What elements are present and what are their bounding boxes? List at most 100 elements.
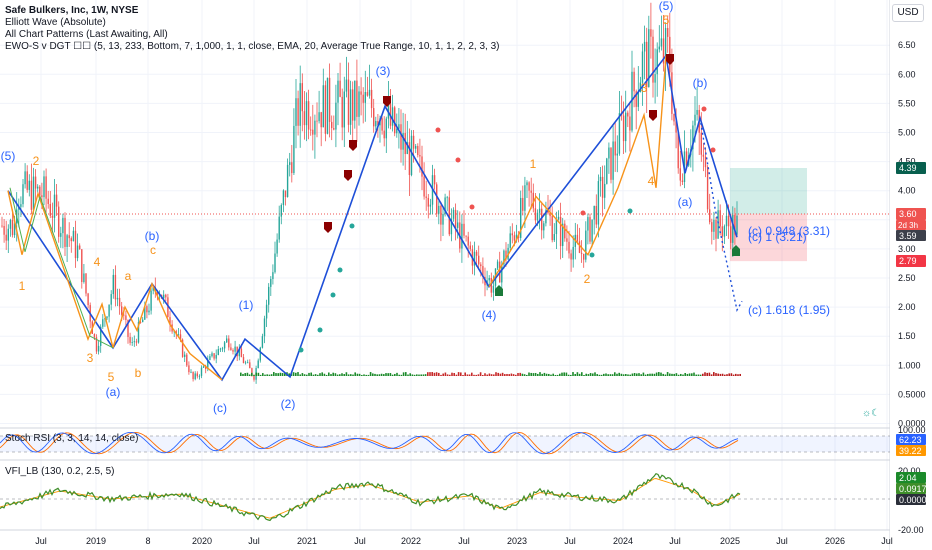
ewo-bar bbox=[308, 372, 310, 376]
ewo-bar bbox=[636, 373, 638, 376]
currency-button[interactable]: USD bbox=[892, 4, 924, 22]
ewo-bar bbox=[347, 374, 350, 376]
ewo-bar bbox=[475, 374, 477, 376]
candle-body bbox=[207, 359, 209, 369]
candle-body bbox=[72, 230, 75, 242]
signal-dot bbox=[589, 252, 595, 258]
ewo-bar bbox=[682, 374, 684, 376]
bearish-marker bbox=[324, 222, 332, 233]
vfi-label[interactable]: VFI_LB (130, 0.2, 2.5, 5) bbox=[5, 466, 115, 477]
ewo-bar bbox=[339, 374, 341, 376]
ewo-bar bbox=[479, 372, 482, 376]
candle-body bbox=[664, 28, 667, 64]
ewo-bar bbox=[642, 372, 645, 376]
indicator-chart-patterns[interactable]: All Chart Patterns (Last Awaiting, All) bbox=[5, 29, 168, 40]
candle-body bbox=[104, 318, 106, 320]
candle-body bbox=[480, 264, 482, 267]
indicator-ewo[interactable]: EWO-S v DGT ☐☐ (5, 13, 233, Bottom, 7, 1… bbox=[5, 41, 500, 52]
ewo-bar bbox=[655, 372, 658, 376]
candle-body bbox=[448, 197, 450, 235]
ewo-bar bbox=[398, 374, 400, 376]
candle-body bbox=[324, 85, 327, 134]
ewo-bar bbox=[691, 373, 693, 376]
ewo-bar bbox=[255, 372, 257, 376]
ewo-bar bbox=[693, 372, 695, 376]
ewo-bar bbox=[554, 374, 557, 376]
candle-body bbox=[383, 130, 385, 139]
ewo-bar bbox=[517, 372, 519, 376]
ewo-bar bbox=[358, 373, 361, 376]
candle-body bbox=[562, 223, 564, 247]
candle-body bbox=[436, 184, 438, 214]
candle-body bbox=[60, 233, 62, 237]
ewo-bar bbox=[427, 372, 429, 376]
bearish-marker bbox=[666, 54, 674, 65]
candle-body bbox=[719, 210, 721, 227]
candle-body bbox=[478, 255, 480, 265]
candle-body bbox=[240, 348, 243, 358]
candle-body bbox=[37, 186, 39, 189]
candle-body bbox=[47, 198, 49, 204]
candle-body bbox=[28, 180, 30, 190]
ewo-bar bbox=[638, 373, 640, 376]
candle-body bbox=[385, 118, 387, 139]
ewo-bar bbox=[653, 373, 656, 376]
ewo-bar bbox=[253, 374, 255, 376]
fib-label: (c) 1 (3.21) bbox=[748, 230, 807, 244]
candle-body bbox=[360, 91, 362, 95]
candle-body bbox=[505, 250, 507, 260]
ewo-bar bbox=[567, 374, 570, 376]
candle-body bbox=[656, 49, 658, 75]
candle-body bbox=[268, 286, 270, 305]
ewo-bar bbox=[605, 373, 607, 376]
candle-body bbox=[543, 223, 545, 231]
ewo-bar bbox=[651, 373, 653, 376]
candle-body bbox=[601, 176, 604, 198]
ewo-bar bbox=[649, 373, 651, 376]
ewo-bar bbox=[622, 374, 625, 376]
ewo-bar bbox=[521, 373, 524, 376]
ewo-bar bbox=[268, 374, 271, 376]
candle-body bbox=[589, 217, 591, 242]
wave-label: (b) bbox=[145, 229, 160, 243]
candle-body bbox=[530, 190, 532, 193]
candle-body bbox=[228, 338, 230, 348]
candle-body bbox=[127, 319, 129, 337]
ma-line bbox=[9, 187, 114, 349]
candle-body bbox=[427, 197, 429, 207]
candle-body bbox=[150, 290, 152, 311]
candle-body bbox=[597, 181, 600, 225]
candle-body bbox=[202, 366, 205, 368]
stoch-rsi-label[interactable]: Stoch RSI (3, 3, 14, 14, close) bbox=[5, 433, 139, 444]
candle-body bbox=[85, 273, 87, 294]
ewo-bar bbox=[550, 374, 552, 376]
candle-body bbox=[43, 176, 45, 198]
candle-body bbox=[282, 190, 285, 206]
candle-body bbox=[547, 210, 549, 214]
candle-body bbox=[345, 79, 348, 92]
signal-dot bbox=[710, 147, 716, 153]
candle-body bbox=[223, 342, 226, 349]
candle-body bbox=[219, 348, 222, 350]
ewo-bar bbox=[519, 372, 521, 376]
candle-body bbox=[423, 176, 425, 197]
candle-body bbox=[515, 234, 518, 241]
signal-dot bbox=[317, 327, 323, 333]
candle-body bbox=[194, 373, 196, 380]
candle-body bbox=[463, 223, 465, 236]
wave-label: (4) bbox=[482, 308, 497, 322]
ewo-bar bbox=[446, 374, 449, 376]
ewo-bar bbox=[706, 372, 708, 376]
candle-body bbox=[307, 101, 310, 130]
ewo-bar bbox=[354, 372, 356, 376]
ewo-bar bbox=[565, 372, 568, 376]
ewo-bar bbox=[275, 373, 277, 376]
signal-dot bbox=[330, 292, 336, 298]
candle-body bbox=[700, 132, 702, 155]
candle-body bbox=[641, 51, 644, 83]
price-axis-panel[interactable] bbox=[890, 0, 932, 550]
indicator-elliott-wave[interactable]: Elliott Wave (Absolute) bbox=[5, 17, 106, 28]
candle-body bbox=[461, 223, 463, 249]
ewo-bar bbox=[512, 374, 515, 376]
